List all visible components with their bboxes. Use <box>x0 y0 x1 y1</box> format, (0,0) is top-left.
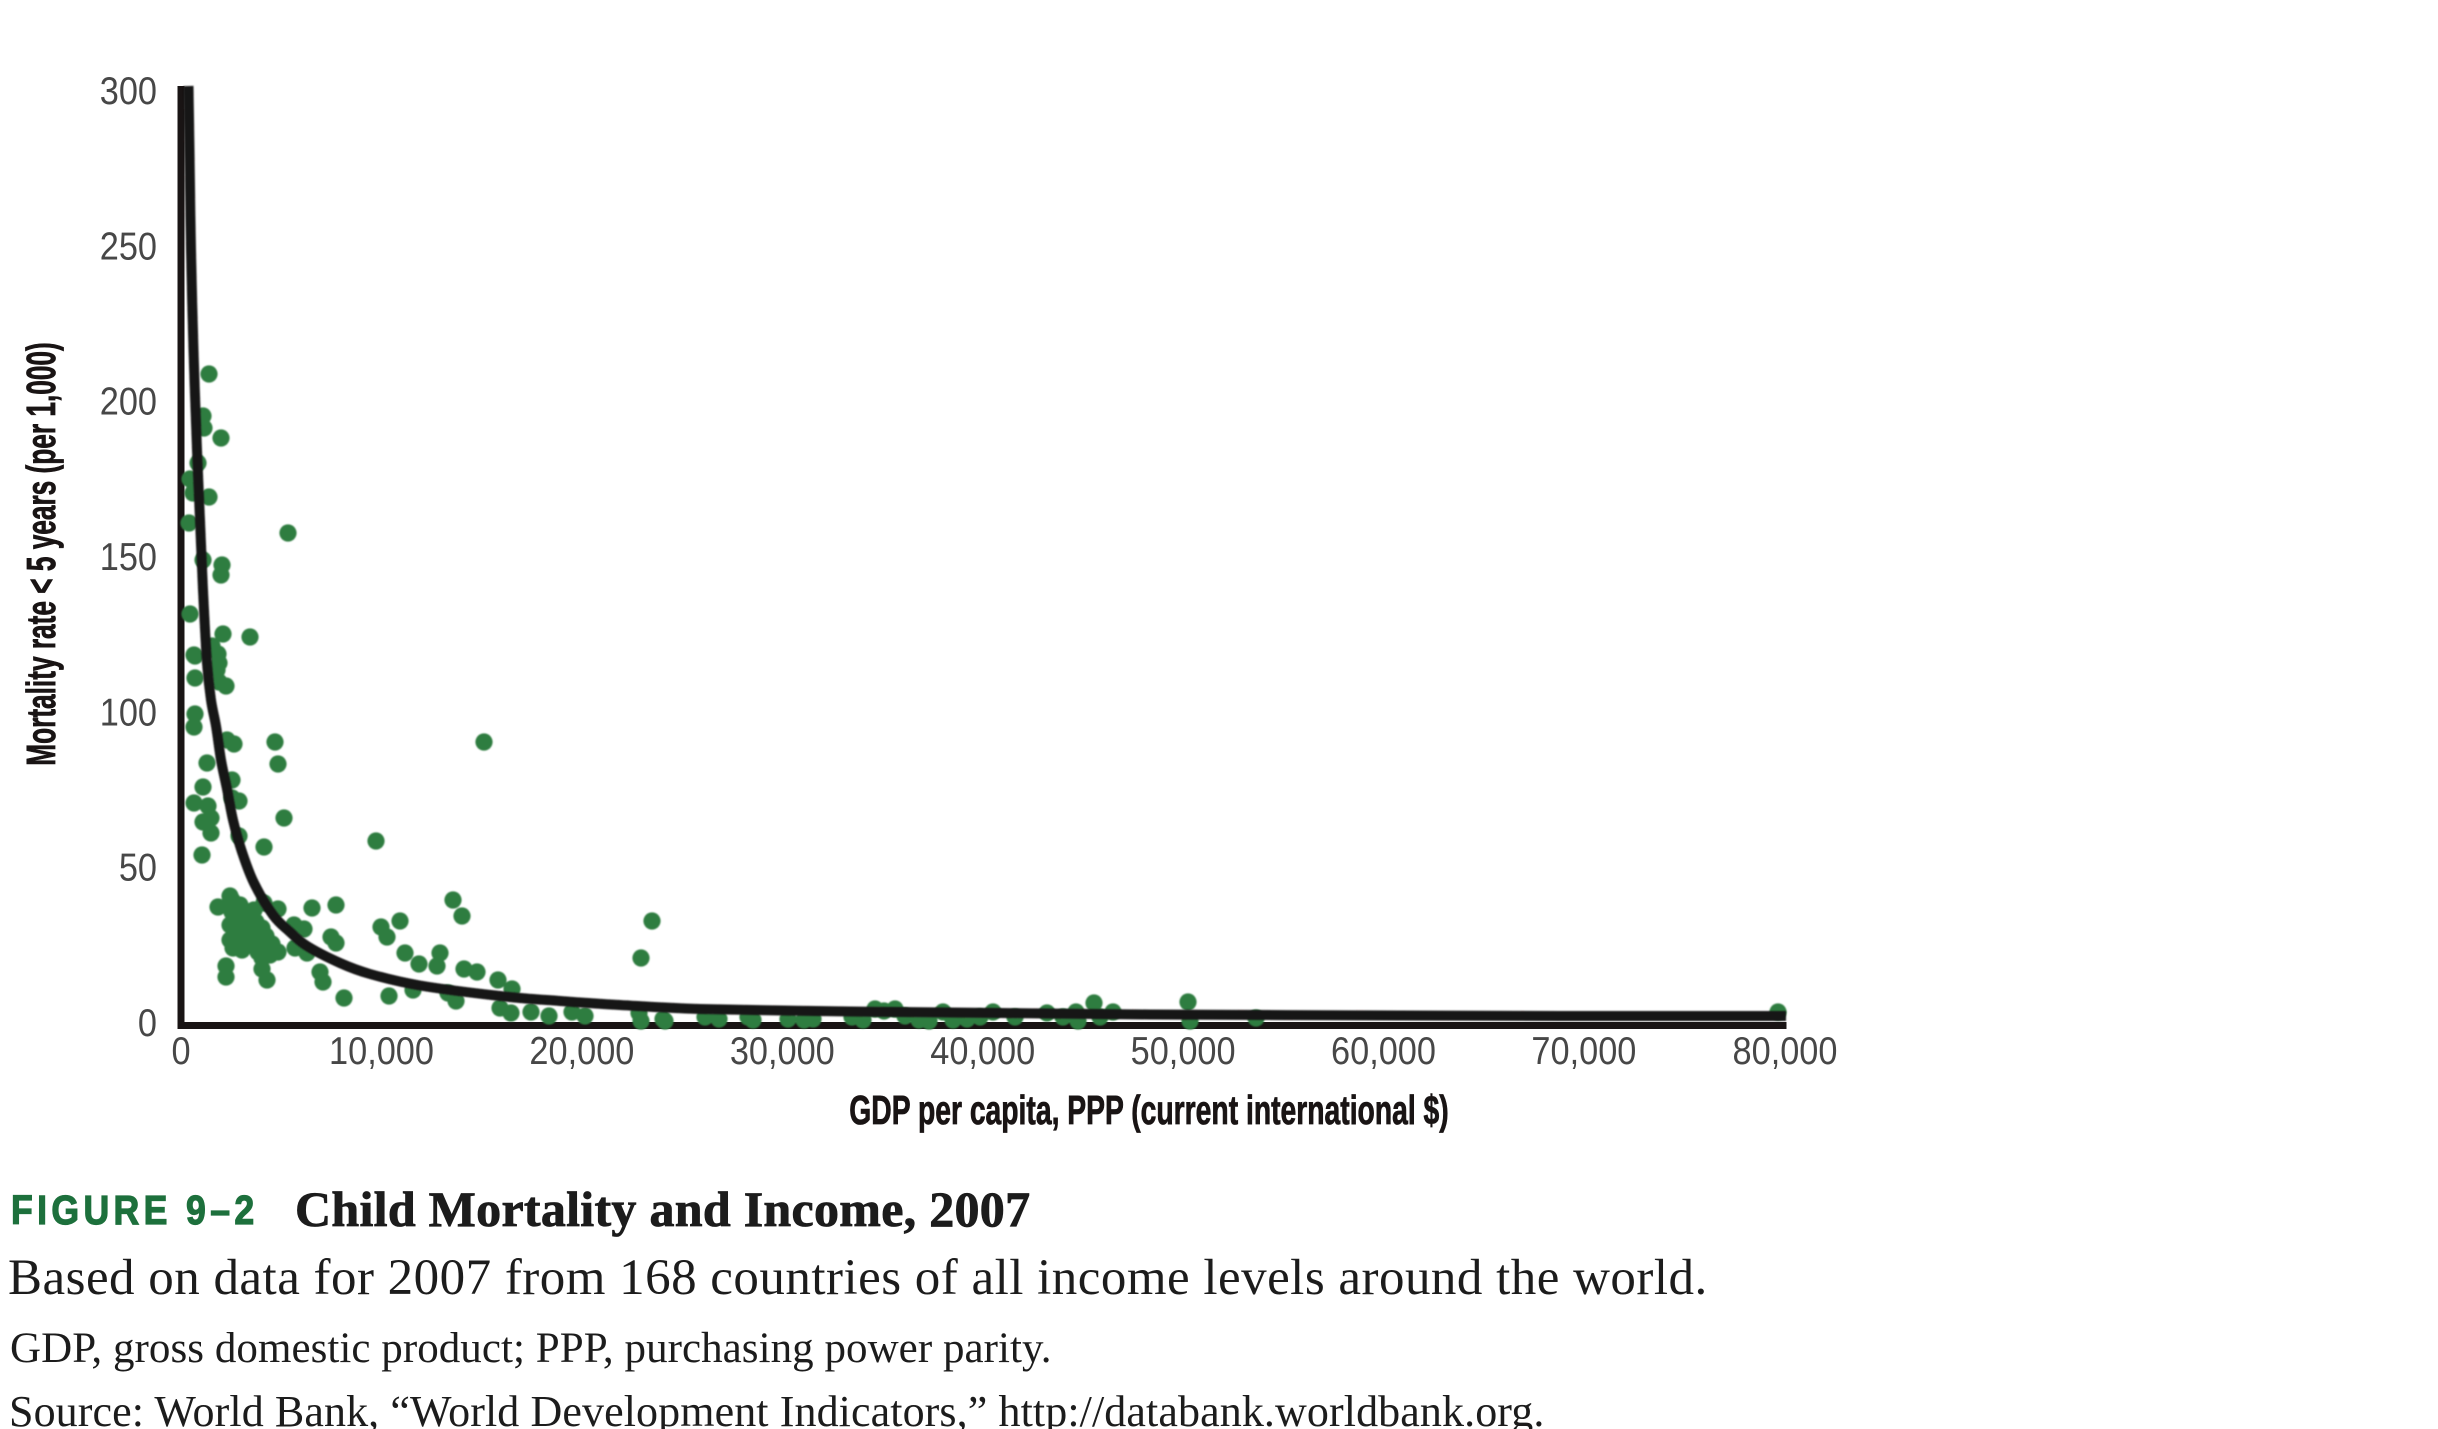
svg-text:GDP per capita, PPP (current i: GDP per capita, PPP (current internation… <box>849 1088 1448 1133</box>
svg-text:250: 250 <box>100 224 157 268</box>
svg-text:80,000: 80,000 <box>1733 1029 1838 1073</box>
svg-text:10,000: 10,000 <box>329 1029 434 1073</box>
svg-text:Mortality rate < 5 years (per: Mortality rate < 5 years (per 1,000) <box>19 342 64 766</box>
svg-text:20,000: 20,000 <box>529 1029 634 1073</box>
svg-text:30,000: 30,000 <box>730 1029 835 1073</box>
svg-text:100: 100 <box>100 690 157 734</box>
svg-text:Based on data for 2007 from 16: Based on data for 2007 from 168 countrie… <box>8 1250 1708 1306</box>
svg-text:200: 200 <box>100 380 157 424</box>
svg-text:GDP, gross domestic product; P: GDP, gross domestic product; PPP, purcha… <box>10 1325 1052 1372</box>
svg-text:FIGURE 9–2: FIGURE 9–2 <box>11 1188 259 1234</box>
svg-text:60,000: 60,000 <box>1331 1029 1436 1073</box>
svg-text:Source: World Bank, “World Dev: Source: World Bank, “World Development I… <box>9 1387 1544 1429</box>
svg-text:50,000: 50,000 <box>1131 1029 1236 1073</box>
svg-text:50: 50 <box>119 846 157 890</box>
svg-text:0: 0 <box>138 1001 157 1045</box>
svg-text:0: 0 <box>171 1029 190 1073</box>
svg-text:Child Mortality and Income, 20: Child Mortality and Income, 2007 <box>295 1181 1030 1237</box>
svg-text:300: 300 <box>100 69 157 113</box>
svg-text:70,000: 70,000 <box>1531 1029 1636 1073</box>
svg-text:150: 150 <box>100 535 157 579</box>
svg-text:40,000: 40,000 <box>930 1029 1035 1073</box>
